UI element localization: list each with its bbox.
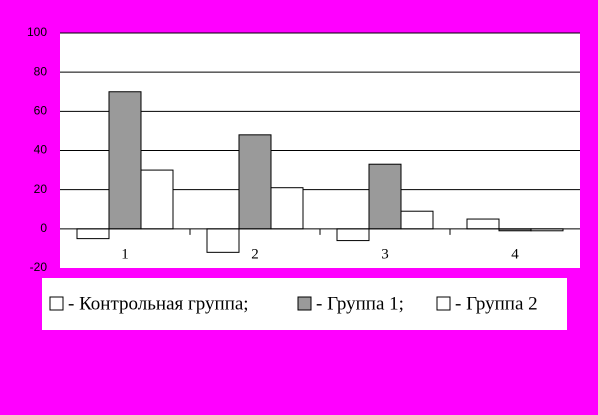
x-tick-label: 1 xyxy=(121,246,129,262)
y-tick-label: 20 xyxy=(34,182,48,196)
bar xyxy=(108,91,142,230)
legend-swatch xyxy=(297,296,312,311)
bar xyxy=(76,228,110,240)
x-tick-label: 3 xyxy=(381,246,389,262)
legend-label: - Группа 2 xyxy=(455,293,538,314)
bar xyxy=(206,228,240,253)
bar xyxy=(466,218,500,230)
bar xyxy=(400,210,434,230)
y-tick-label: 100 xyxy=(27,25,47,39)
y-tick-label: 40 xyxy=(34,143,48,157)
legend-label: - Группа 1; xyxy=(316,293,404,314)
y-tick-label: 60 xyxy=(34,104,48,118)
y-tick-label: 80 xyxy=(34,64,48,78)
bar xyxy=(368,163,402,230)
legend-swatch xyxy=(436,296,451,311)
legend-swatch xyxy=(49,296,64,311)
x-tick-label: 4 xyxy=(511,246,519,262)
x-tick-label: 2 xyxy=(251,246,259,262)
legend-label: - Контрольная группа; xyxy=(68,293,249,314)
bar xyxy=(336,228,370,242)
bar xyxy=(238,134,272,230)
y-tick-label: -20 xyxy=(30,260,48,274)
y-tick-label: 0 xyxy=(40,221,47,235)
bar xyxy=(140,169,174,230)
bar xyxy=(270,187,304,230)
